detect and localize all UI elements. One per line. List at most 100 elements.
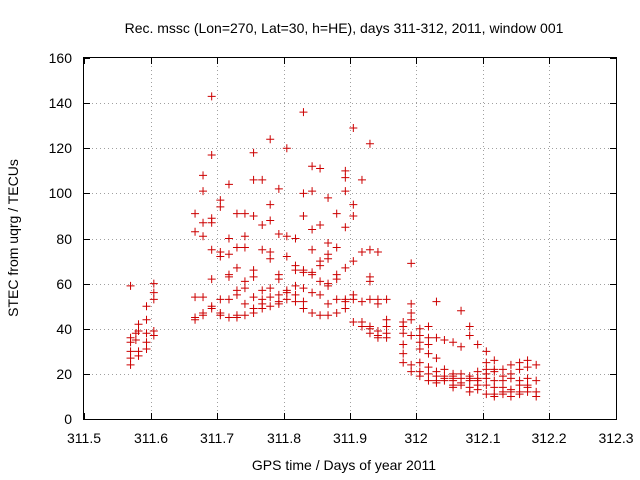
data-point bbox=[149, 331, 158, 340]
data-point bbox=[249, 211, 258, 220]
data-point bbox=[399, 340, 408, 349]
data-point bbox=[382, 315, 391, 324]
data-point bbox=[365, 245, 374, 254]
data-point bbox=[249, 266, 258, 275]
data-point bbox=[126, 360, 135, 369]
data-point bbox=[249, 175, 258, 184]
data-point bbox=[399, 358, 408, 367]
data-point bbox=[232, 209, 241, 218]
data-point bbox=[207, 304, 216, 313]
data-point bbox=[207, 245, 216, 254]
data-point bbox=[490, 367, 499, 376]
data-point bbox=[308, 245, 317, 254]
data-point bbox=[357, 248, 366, 257]
data-point bbox=[299, 211, 308, 220]
data-point bbox=[415, 324, 424, 333]
data-point bbox=[191, 293, 200, 302]
data-point bbox=[216, 196, 225, 205]
data-point bbox=[349, 317, 358, 326]
data-point bbox=[291, 234, 300, 243]
data-point bbox=[407, 331, 416, 340]
data-point bbox=[415, 338, 424, 347]
data-point bbox=[266, 200, 275, 209]
data-point bbox=[266, 135, 275, 144]
data-point bbox=[324, 239, 333, 248]
x-tick-label: 311.5 bbox=[67, 430, 101, 446]
data-point bbox=[473, 367, 482, 376]
data-point bbox=[274, 290, 283, 299]
data-point bbox=[424, 333, 433, 342]
data-point bbox=[482, 381, 491, 390]
data-point bbox=[316, 311, 325, 320]
data-point bbox=[341, 223, 350, 232]
data-point bbox=[332, 275, 341, 284]
data-point bbox=[134, 320, 143, 329]
data-point bbox=[142, 345, 151, 354]
data-point bbox=[266, 293, 275, 302]
data-point bbox=[258, 220, 267, 229]
data-point bbox=[291, 281, 300, 290]
data-point bbox=[199, 218, 208, 227]
data-point bbox=[299, 108, 308, 117]
data-point bbox=[316, 220, 325, 229]
data-point bbox=[407, 308, 416, 317]
data-point bbox=[515, 381, 524, 390]
data-point bbox=[341, 304, 350, 313]
data-point bbox=[365, 329, 374, 338]
data-point bbox=[407, 259, 416, 268]
data-point bbox=[432, 354, 441, 363]
data-point bbox=[216, 311, 225, 320]
data-point bbox=[258, 245, 267, 254]
data-point bbox=[149, 279, 158, 288]
plot-frame bbox=[83, 57, 617, 420]
data-point bbox=[523, 356, 532, 365]
data-point bbox=[349, 123, 358, 132]
data-point bbox=[258, 175, 267, 184]
data-point bbox=[266, 302, 275, 311]
data-point bbox=[373, 333, 382, 342]
data-point bbox=[324, 299, 333, 308]
data-point bbox=[232, 313, 241, 322]
data-point bbox=[490, 356, 499, 365]
data-point bbox=[523, 363, 532, 372]
data-point bbox=[308, 225, 317, 234]
data-point bbox=[482, 374, 491, 383]
data-point bbox=[249, 293, 258, 302]
data-point bbox=[332, 209, 341, 218]
data-point bbox=[324, 254, 333, 263]
data-point bbox=[199, 311, 208, 320]
data-point bbox=[224, 234, 233, 243]
data-point bbox=[216, 295, 225, 304]
data-point bbox=[490, 383, 499, 392]
data-point bbox=[373, 299, 382, 308]
data-point bbox=[407, 367, 416, 376]
data-point bbox=[299, 268, 308, 277]
data-point bbox=[332, 243, 341, 252]
data-point bbox=[465, 387, 474, 396]
data-point bbox=[332, 308, 341, 317]
data-point bbox=[316, 290, 325, 299]
data-point bbox=[382, 322, 391, 331]
data-point bbox=[440, 376, 449, 385]
data-point bbox=[440, 365, 449, 374]
data-point bbox=[291, 266, 300, 275]
data-point bbox=[207, 218, 216, 227]
data-point bbox=[349, 211, 358, 220]
data-point bbox=[473, 340, 482, 349]
data-point bbox=[232, 263, 241, 272]
data-point bbox=[199, 293, 208, 302]
y-tick-label: 0 bbox=[64, 411, 72, 427]
grid-lines bbox=[84, 58, 616, 419]
data-point bbox=[291, 297, 300, 306]
data-point bbox=[282, 295, 291, 304]
data-point bbox=[349, 257, 358, 266]
data-point bbox=[424, 340, 433, 349]
data-point bbox=[199, 187, 208, 196]
data-point bbox=[357, 297, 366, 306]
data-point bbox=[126, 281, 135, 290]
data-point bbox=[332, 295, 341, 304]
data-point bbox=[266, 216, 275, 225]
data-point bbox=[365, 277, 374, 286]
x-tick-label: 312 bbox=[404, 430, 428, 446]
